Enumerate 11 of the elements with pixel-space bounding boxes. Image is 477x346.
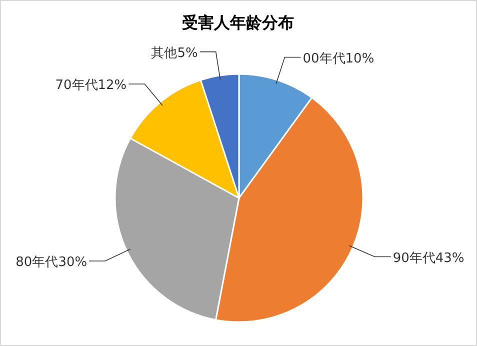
data-label: 43% [435,250,464,266]
slice-label: 80年代 [16,255,58,270]
data-label: 12% [98,78,127,93]
data-label: 5% [177,46,198,61]
chart-title: 受害人年龄分布 [181,13,294,32]
slice-label: 70年代 [55,78,98,93]
slice-label: 00年代 [302,51,346,66]
slice-label: 90年代 [392,250,436,266]
data-label: 10% [345,51,374,66]
data-label: 30% [58,255,88,270]
slice-label: 其他 [151,46,178,61]
